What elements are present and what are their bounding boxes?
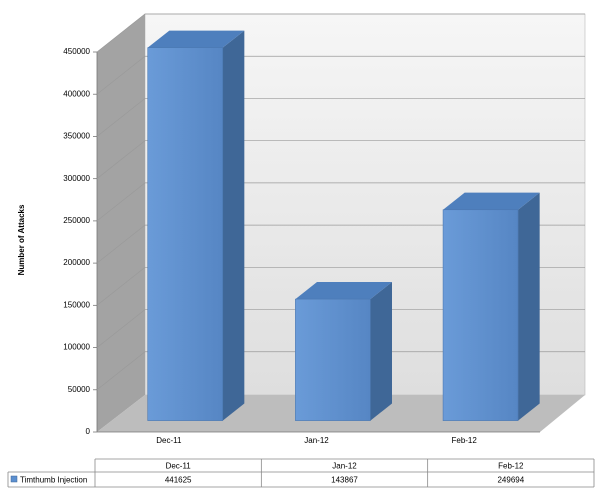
y-tick-label: 250000 — [63, 216, 90, 225]
y-tick-label: 450000 — [63, 47, 90, 56]
bar-top — [295, 282, 392, 300]
table-header: Jan-12 — [332, 462, 357, 471]
y-tick-label: 50000 — [68, 385, 91, 394]
grid-line — [96, 140, 585, 179]
grid-line — [96, 55, 585, 95]
y-tick-label: 100000 — [63, 343, 90, 352]
bar-top — [443, 192, 540, 210]
grid-line — [96, 13, 585, 53]
bar-side — [370, 282, 392, 421]
y-tick-label: 0 — [86, 427, 91, 436]
legend-label: Timthumb Injection — [20, 476, 87, 485]
bar-side — [222, 30, 245, 421]
grid-line — [96, 182, 585, 222]
grid-line — [96, 351, 585, 391]
legend-key — [10, 475, 18, 483]
x-tick-label: Feb-12 — [451, 436, 477, 445]
y-tick-label: 200000 — [63, 258, 90, 267]
grid-line — [96, 309, 585, 348]
table-header: Dec-11 — [166, 462, 192, 471]
side-wall — [97, 14, 145, 432]
y-tick-label: 400000 — [63, 89, 90, 98]
bar — [295, 282, 392, 421]
y-axis-label: Number of Attacks — [17, 204, 26, 275]
bar-front — [147, 47, 224, 421]
bar-top — [147, 30, 245, 48]
grid-line — [96, 266, 585, 306]
y-tick-label: 150000 — [63, 300, 90, 309]
y-tick-label: 300000 — [63, 174, 90, 183]
table-value: 143867 — [331, 476, 358, 485]
table-value: 249694 — [497, 476, 524, 485]
bar — [442, 192, 540, 421]
x-tick-label: Jan-12 — [304, 436, 329, 445]
bar-side — [518, 192, 540, 421]
table-header: Feb-12 — [498, 462, 524, 471]
bar-front — [442, 209, 519, 421]
x-tick-label: Dec-11 — [156, 436, 182, 445]
bar-front — [295, 298, 371, 421]
y-tick-label: 350000 — [63, 132, 90, 141]
bar — [147, 30, 245, 421]
grid-line — [96, 98, 585, 137]
grid-line — [96, 224, 585, 264]
table-value: 441625 — [165, 476, 192, 485]
